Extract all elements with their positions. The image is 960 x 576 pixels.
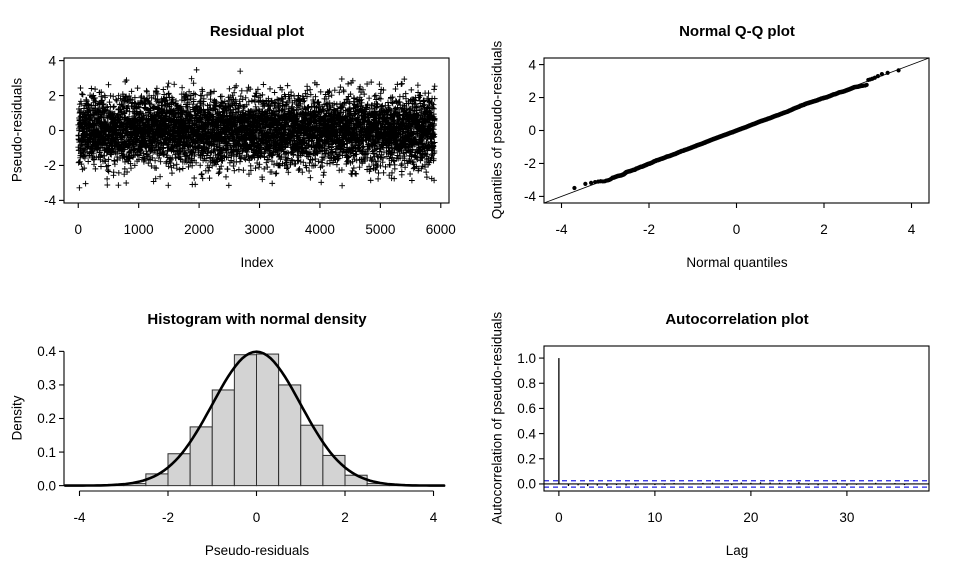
svg-text:0.0: 0.0 bbox=[517, 477, 536, 492]
svg-text:3000: 3000 bbox=[244, 222, 274, 237]
svg-text:0.4: 0.4 bbox=[37, 344, 56, 359]
residual-plot-y-axis-label: Pseudo-residuals bbox=[9, 77, 25, 183]
svg-text:0.0: 0.0 bbox=[37, 478, 56, 493]
svg-text:-2: -2 bbox=[162, 510, 174, 525]
svg-text:1.0: 1.0 bbox=[517, 351, 536, 366]
svg-text:0.6: 0.6 bbox=[517, 401, 536, 416]
svg-text:0: 0 bbox=[733, 222, 741, 237]
svg-text:-4: -4 bbox=[524, 189, 536, 204]
qq-plot-y-axis-label: Quantiles of pseudo-residuals bbox=[489, 40, 505, 220]
svg-text:4: 4 bbox=[430, 510, 438, 525]
svg-text:-4: -4 bbox=[73, 510, 85, 525]
svg-text:4000: 4000 bbox=[305, 222, 335, 237]
svg-text:4: 4 bbox=[528, 57, 536, 72]
svg-text:0.3: 0.3 bbox=[37, 378, 56, 393]
acf-plot-title: Autocorrelation plot bbox=[665, 311, 809, 328]
histogram-y-axis-label: Density bbox=[9, 395, 25, 441]
residual-plot-title: Residual plot bbox=[209, 23, 305, 40]
acf-plot-panel: 0 10 20 30 0.0 0.2 0.4 0.6 0.8 1.0 Autocorrelatio… bbox=[480, 288, 960, 576]
svg-text:0.2: 0.2 bbox=[37, 411, 56, 426]
histogram-x-axis-label: Pseudo-residuals bbox=[204, 543, 310, 558]
svg-text:0: 0 bbox=[48, 123, 56, 138]
svg-text:0: 0 bbox=[253, 510, 261, 525]
svg-text:0.8: 0.8 bbox=[517, 376, 536, 391]
svg-text:-2: -2 bbox=[44, 158, 56, 173]
svg-text:2: 2 bbox=[528, 90, 536, 105]
svg-text:-2: -2 bbox=[643, 222, 655, 237]
svg-text:6000: 6000 bbox=[426, 222, 456, 237]
histogram-panel: -4 -2 0 2 4 0.0 0.1 0.2 0.3 0.4 Histogram with no… bbox=[0, 288, 480, 576]
svg-text:2: 2 bbox=[48, 88, 56, 103]
qq-plot-title: Normal Q-Q plot bbox=[679, 23, 795, 40]
qq-plot-canvas: -4 -2 0 2 4 -4 -2 0 2 4 bbox=[524, 57, 930, 237]
qq-plot-panel: -4 -2 0 2 4 -4 -2 0 2 4 Normal Q-Q plot Normal qu… bbox=[480, 0, 960, 288]
histogram-title: Histogram with normal density bbox=[147, 311, 367, 328]
residual-plot-x-axis-label: Index bbox=[240, 255, 274, 270]
svg-text:1000: 1000 bbox=[124, 222, 154, 237]
svg-text:30: 30 bbox=[839, 510, 854, 525]
svg-text:2: 2 bbox=[341, 510, 349, 525]
acf-plot-y-axis-label: Autocorrelation of pseudo-residuals bbox=[489, 311, 505, 525]
qq-plot-x-axis-label: Normal quantiles bbox=[686, 255, 788, 270]
svg-text:0: 0 bbox=[75, 222, 83, 237]
svg-text:-4: -4 bbox=[44, 193, 56, 208]
svg-text:0.2: 0.2 bbox=[517, 451, 536, 466]
svg-text:10: 10 bbox=[647, 510, 662, 525]
residual-plot-canvas: 0 1000 2000 3000 4000 5000 6000 -4 -2 0 2 4 bbox=[44, 53, 456, 237]
svg-text:0.4: 0.4 bbox=[517, 426, 536, 441]
svg-text:4: 4 bbox=[48, 53, 56, 68]
residual-plot-panel: 0 1000 2000 3000 4000 5000 6000 -4 -2 0 2 4 Residua… bbox=[0, 0, 480, 288]
acf-plot-x-axis-label: Lag bbox=[725, 543, 749, 558]
svg-text:0: 0 bbox=[555, 510, 563, 525]
svg-text:20: 20 bbox=[743, 510, 758, 525]
svg-text:0.1: 0.1 bbox=[37, 445, 56, 460]
svg-text:4: 4 bbox=[908, 222, 916, 237]
svg-text:2000: 2000 bbox=[184, 222, 214, 237]
acf-plot-canvas: 0 10 20 30 0.0 0.2 0.4 0.6 0.8 1.0 bbox=[517, 345, 930, 525]
histogram-canvas: -4 -2 0 2 4 0.0 0.1 0.2 0.3 0.4 bbox=[37, 344, 446, 525]
svg-text:-4: -4 bbox=[555, 222, 567, 237]
svg-text:-2: -2 bbox=[524, 156, 536, 171]
svg-text:0: 0 bbox=[528, 123, 536, 138]
svg-text:5000: 5000 bbox=[365, 222, 395, 237]
svg-text:2: 2 bbox=[820, 222, 828, 237]
